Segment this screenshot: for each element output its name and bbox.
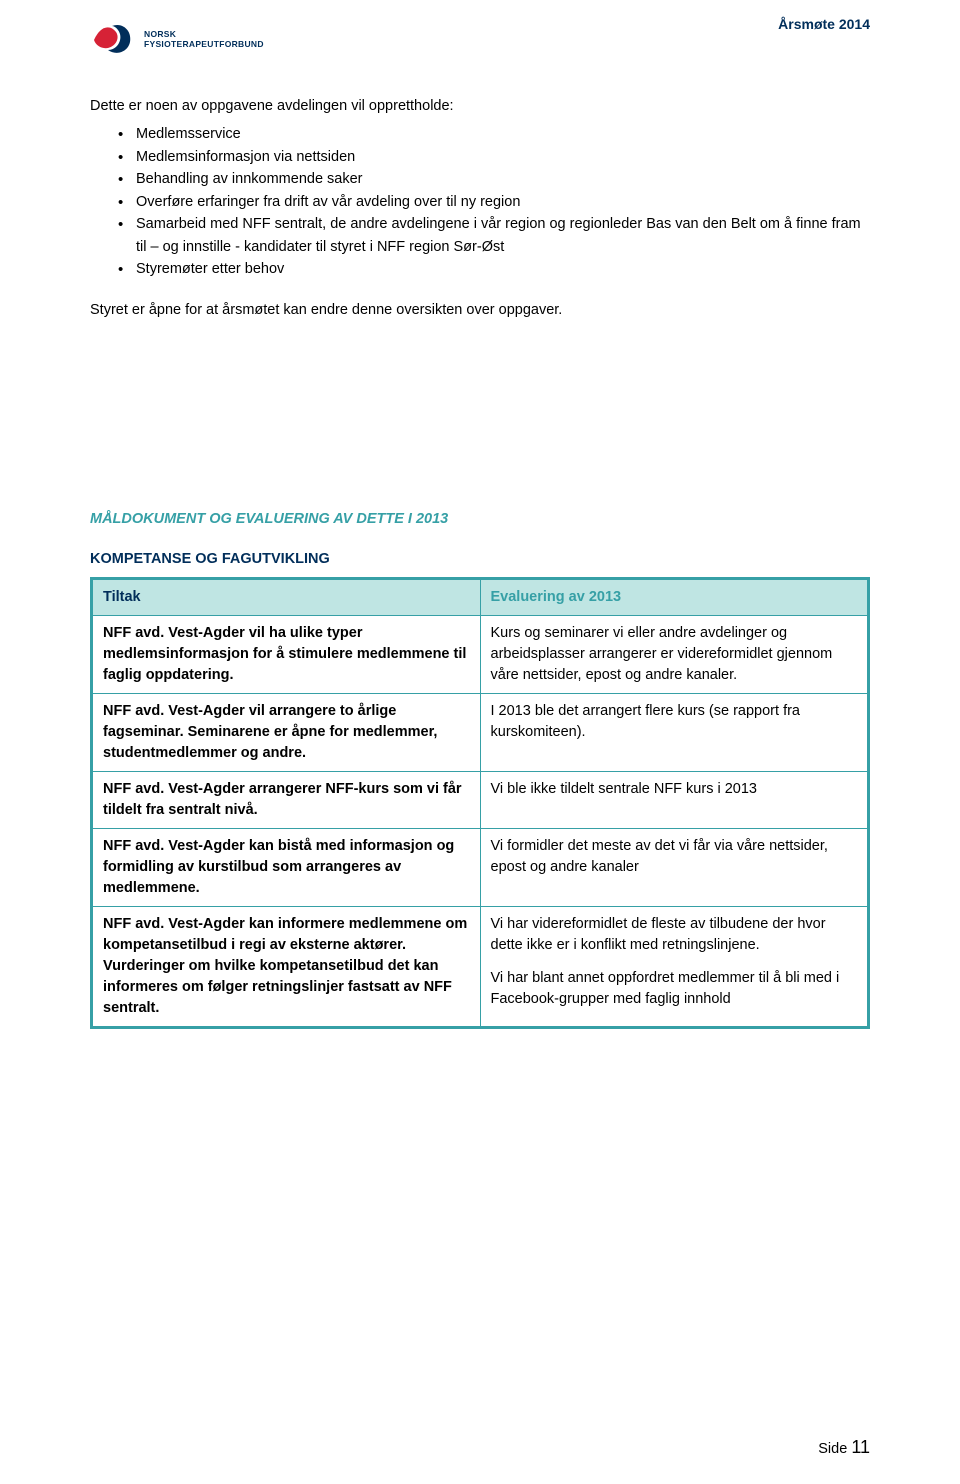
list-item: Samarbeid med NFF sentralt, de andre avd…: [118, 213, 870, 258]
list-item: Styremøter etter behov: [118, 258, 870, 280]
eval-paragraph: Vi ble ikke tildelt sentrale NFF kurs i …: [491, 779, 858, 800]
cell-eval: Vi har videreformidlet de fleste av tilb…: [480, 907, 869, 1028]
cell-tiltak: NFF avd. Vest-Agder arrangerer NFF-kurs …: [92, 772, 481, 829]
org-logo: NORSK FYSIOTERAPEUTFORBUND: [90, 20, 264, 60]
footer-label: Side: [818, 1441, 847, 1457]
subsection-heading: KOMPETANSE OG FAGUTVIKLING: [90, 551, 870, 567]
cell-eval: Vi formidler det meste av det vi får via…: [480, 829, 869, 907]
page-number: 11: [851, 1437, 870, 1457]
list-item: Overføre erfaringer fra drift av vår avd…: [118, 191, 870, 213]
org-name-line2: FYSIOTERAPEUTFORBUND: [144, 40, 264, 50]
task-bullet-list: Medlemsservice Medlemsinformasjon via ne…: [90, 123, 870, 280]
table-row: NFF avd. Vest-Agder kan informere medlem…: [92, 907, 869, 1028]
list-item: Medlemsservice: [118, 123, 870, 145]
table-row: NFF avd. Vest-Agder kan bistå med inform…: [92, 829, 869, 907]
list-item: Medlemsinformasjon via nettsiden: [118, 146, 870, 168]
table-row: NFF avd. Vest-Agder vil ha ulike typer m…: [92, 616, 869, 694]
page-footer: Side 11: [818, 1437, 870, 1458]
intro-closing: Styret er åpne for at årsmøtet kan endre…: [90, 299, 870, 321]
org-name: NORSK FYSIOTERAPEUTFORBUND: [144, 30, 264, 50]
logo-icon: [90, 20, 136, 60]
table-row: NFF avd. Vest-Agder arrangerer NFF-kurs …: [92, 772, 869, 829]
evaluation-table: Tiltak Evaluering av 2013 NFF avd. Vest-…: [90, 577, 870, 1029]
eval-paragraph: Vi har blant annet oppfordret medlemmer …: [491, 968, 858, 1010]
cell-eval: Vi ble ikke tildelt sentrale NFF kurs i …: [480, 772, 869, 829]
document-title: Årsmøte 2014: [778, 16, 870, 32]
cell-eval: Kurs og seminarer vi eller andre avdelin…: [480, 616, 869, 694]
cell-tiltak: NFF avd. Vest-Agder vil arrangere to årl…: [92, 694, 481, 772]
cell-tiltak: NFF avd. Vest-Agder kan bistå med inform…: [92, 829, 481, 907]
section-heading: MÅLDOKUMENT OG EVALUERING AV DETTE I 201…: [90, 511, 870, 527]
page-header: NORSK FYSIOTERAPEUTFORBUND Årsmøte 2014: [90, 20, 870, 60]
eval-paragraph: Vi har videreformidlet de fleste av tilb…: [491, 914, 858, 956]
table-header-tiltak: Tiltak: [92, 579, 481, 616]
eval-paragraph: Kurs og seminarer vi eller andre avdelin…: [491, 623, 858, 686]
cell-tiltak: NFF avd. Vest-Agder kan informere medlem…: [92, 907, 481, 1028]
list-item: Behandling av innkommende saker: [118, 168, 870, 190]
table-row: NFF avd. Vest-Agder vil arrangere to årl…: [92, 694, 869, 772]
cell-eval: I 2013 ble det arrangert flere kurs (se …: [480, 694, 869, 772]
eval-paragraph: I 2013 ble det arrangert flere kurs (se …: [491, 701, 858, 743]
cell-tiltak: NFF avd. Vest-Agder vil ha ulike typer m…: [92, 616, 481, 694]
eval-paragraph: Vi formidler det meste av det vi får via…: [491, 836, 858, 878]
intro-lead: Dette er noen av oppgavene avdelingen vi…: [90, 95, 870, 117]
table-header-evaluering: Evaluering av 2013: [480, 579, 869, 616]
